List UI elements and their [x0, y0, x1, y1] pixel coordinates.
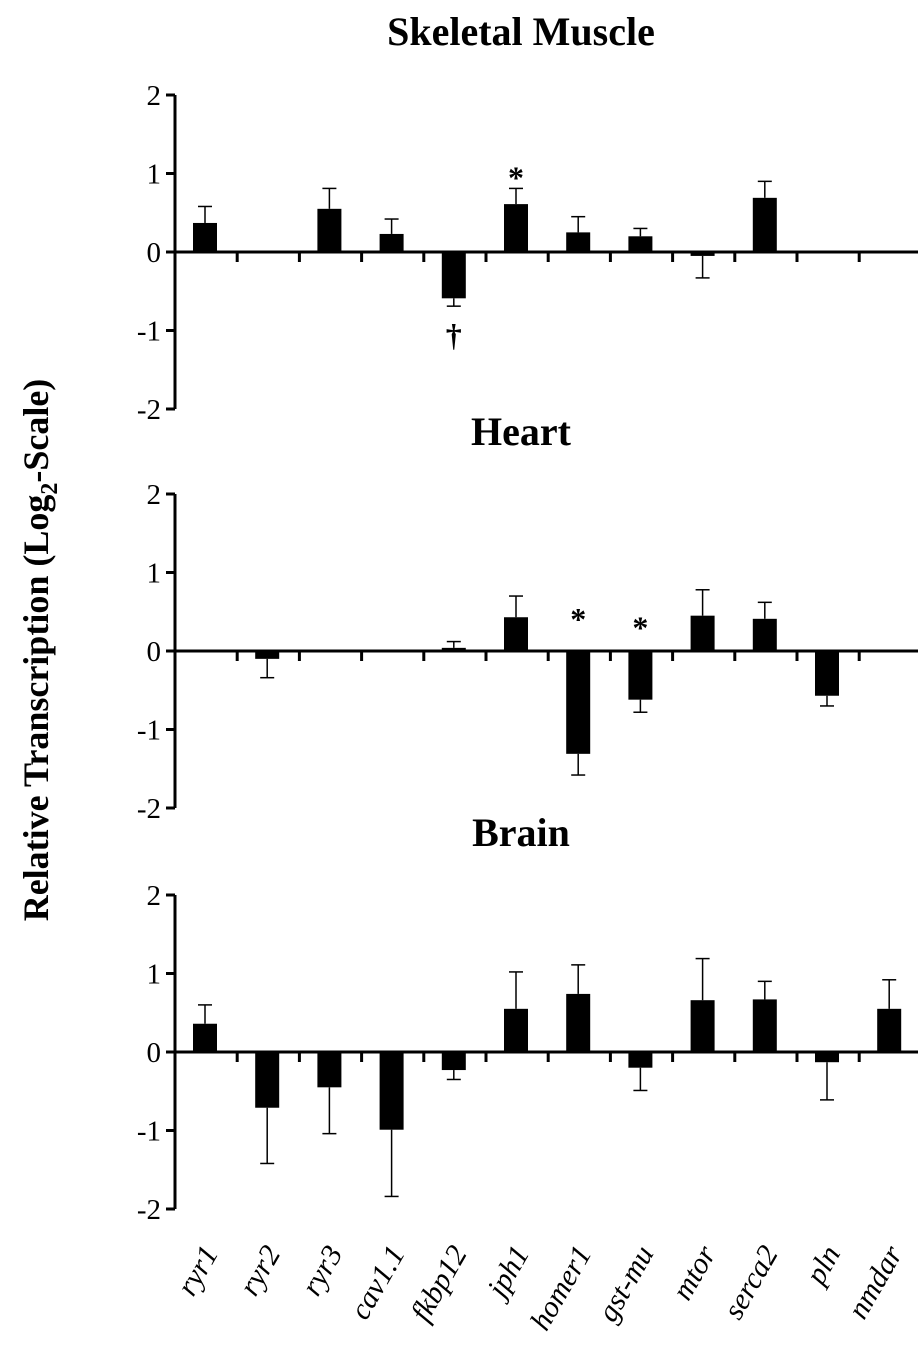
bar-ryr2: [255, 651, 280, 659]
significance-marker: *: [508, 159, 524, 195]
y-axis-label: Relative Transcription (Log2-Scale): [16, 379, 63, 922]
bar-serca2: [752, 618, 777, 651]
x-tick-label: nmdar: [842, 1240, 910, 1325]
bar-serca2: [752, 999, 777, 1052]
bar-homer1: [566, 232, 591, 252]
bar-jph1: [504, 204, 528, 252]
bar-pln: [815, 1052, 839, 1063]
bar-serca2: [752, 197, 777, 252]
y-tick-label: -2: [137, 1194, 161, 1226]
bar-cav1.1: [379, 233, 404, 252]
bar-mtor: [690, 1000, 715, 1052]
significance-marker: *: [570, 601, 586, 637]
bar-ryr3: [317, 208, 342, 252]
bar-ryr1: [193, 1023, 217, 1052]
y-tick-label: 1: [147, 558, 162, 590]
y-tick-label: -2: [137, 394, 161, 426]
x-tick-label: jph1: [479, 1240, 536, 1306]
y-tick-label: 2: [147, 80, 162, 112]
y-tick-label: 1: [147, 159, 162, 191]
y-tick-label: 0: [147, 1037, 162, 1069]
x-tick-label: mtor: [666, 1240, 723, 1306]
panels: Skeletal Muscle 2 1 0 -1 -2 * † Heart 2 1 0 -1 -2 * * Br…: [137, 9, 918, 1226]
y-tick-label: 2: [147, 880, 162, 912]
significance-marker: †: [446, 317, 462, 353]
y-tick-label: 2: [147, 479, 162, 511]
bar-gst-mu: [628, 1052, 653, 1068]
bar-ryr1: [193, 222, 217, 252]
x-tick-label: homer1: [524, 1240, 598, 1336]
y-tick-label: -1: [137, 715, 161, 747]
bar-nmdar: [877, 1008, 902, 1052]
bar-mtor: [690, 615, 715, 651]
y-tick-label: 0: [147, 237, 162, 269]
bar-fkbp12: [441, 1052, 466, 1071]
bar-pln: [815, 651, 839, 696]
x-tick-label: ryr3: [295, 1240, 349, 1301]
panel: Brain 2 1 0 -1 -2: [137, 810, 918, 1226]
x-tick-label: fkbp12: [404, 1240, 473, 1327]
bar-ryr2: [255, 1052, 280, 1108]
y-tick-label: -2: [137, 793, 161, 825]
bar-homer1: [566, 651, 591, 754]
panel-title: Brain: [472, 810, 570, 855]
panel-title: Heart: [471, 409, 572, 454]
bar-mtor: [690, 252, 715, 256]
bar-fkbp12: [441, 647, 466, 651]
y-tick-label: 0: [147, 636, 162, 668]
bar-jph1: [504, 617, 528, 651]
x-tick-label: pln: [798, 1240, 847, 1291]
bar-gst-mu: [628, 651, 653, 700]
panel-title: Skeletal Muscle: [387, 9, 655, 54]
panel: Skeletal Muscle 2 1 0 -1 -2 * †: [137, 9, 918, 426]
bar-jph1: [504, 1008, 528, 1052]
x-tick-label: serca2: [717, 1240, 785, 1325]
bar-fkbp12: [441, 252, 466, 299]
bar-ryr3: [317, 1052, 342, 1088]
x-tick-label: ryr2: [233, 1240, 287, 1301]
significance-marker: *: [632, 609, 648, 645]
bar-homer1: [566, 993, 591, 1052]
bar-gst-mu: [628, 236, 653, 252]
bar-cav1.1: [379, 1052, 404, 1130]
x-tick-label: gst-mu: [591, 1240, 660, 1327]
x-tick-label: cav1.1: [344, 1240, 412, 1325]
x-tick-label: ryr1: [171, 1240, 225, 1301]
y-tick-label: -1: [137, 316, 161, 348]
y-tick-label: -1: [137, 1116, 161, 1148]
panel: Heart 2 1 0 -1 -2 * *: [137, 409, 918, 825]
y-tick-label: 1: [147, 959, 162, 991]
